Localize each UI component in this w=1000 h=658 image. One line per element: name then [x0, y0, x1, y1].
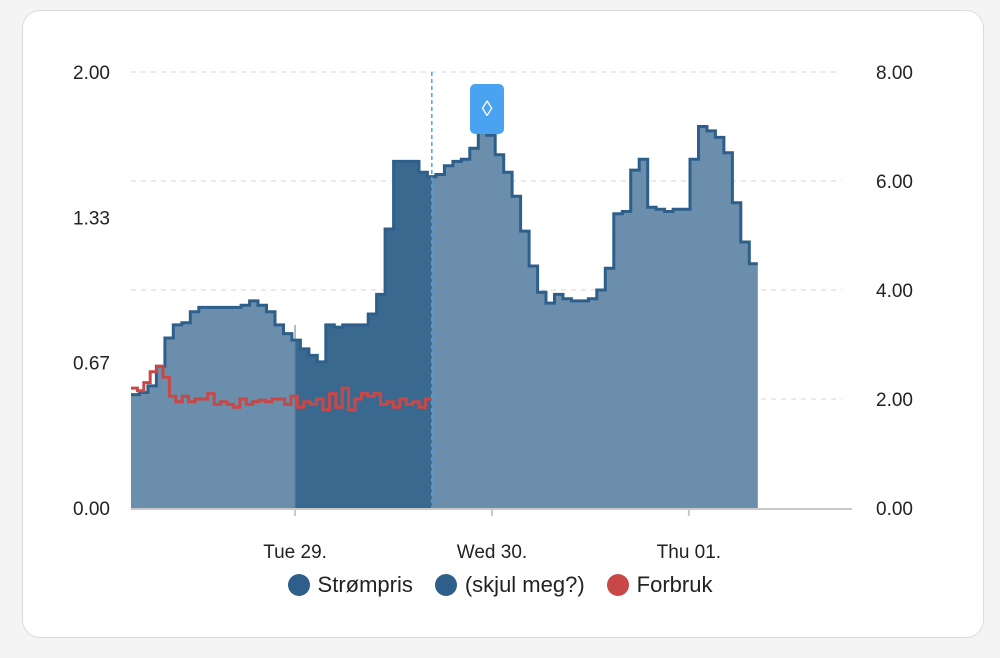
legend-item-price[interactable]: Strømpris	[287, 572, 413, 598]
up-down-arrow-icon: ◊	[481, 96, 493, 121]
series-line-strompris	[131, 125, 758, 397]
now-marker-handle[interactable]: ◊	[470, 84, 504, 134]
legend-dot-price	[287, 574, 310, 596]
legend-label-price: Strømpris	[317, 572, 413, 597]
series-area-strompris	[131, 126, 758, 508]
series-area-skjul-meg	[295, 161, 432, 508]
legend-item-hidden[interactable]: (skjul meg?)	[434, 572, 585, 598]
legend-item-consumption[interactable]: Forbruk	[606, 572, 713, 598]
y-left-tick-label: 1.33	[73, 208, 110, 229]
legend: Strømpris (skjul meg?) Forbruk	[0, 572, 1000, 598]
legend-label-hidden: (skjul meg?)	[464, 572, 585, 597]
x-tick-label: Tue 29.	[263, 542, 327, 563]
legend-label-consumption: Forbruk	[636, 572, 713, 597]
y-right-tick-label: 0.00	[876, 499, 913, 520]
x-tick-label: Wed 30.	[457, 542, 527, 563]
x-tick-label: Thu 01.	[657, 542, 721, 563]
y-right-tick-label: 6.00	[876, 172, 913, 193]
y-left-tick-label: 0.67	[73, 354, 110, 375]
y-right-tick-label: 8.00	[876, 63, 913, 84]
y-right-tick-label: 2.00	[876, 390, 913, 411]
y-left-tick-label: 0.00	[73, 499, 110, 520]
legend-dot-consumption	[606, 574, 629, 596]
series-line-forbruk	[131, 364, 432, 412]
y-left-tick-label: 2.00	[73, 63, 110, 84]
y-right-tick-label: 4.00	[876, 281, 913, 302]
legend-dot-hidden	[434, 574, 457, 596]
